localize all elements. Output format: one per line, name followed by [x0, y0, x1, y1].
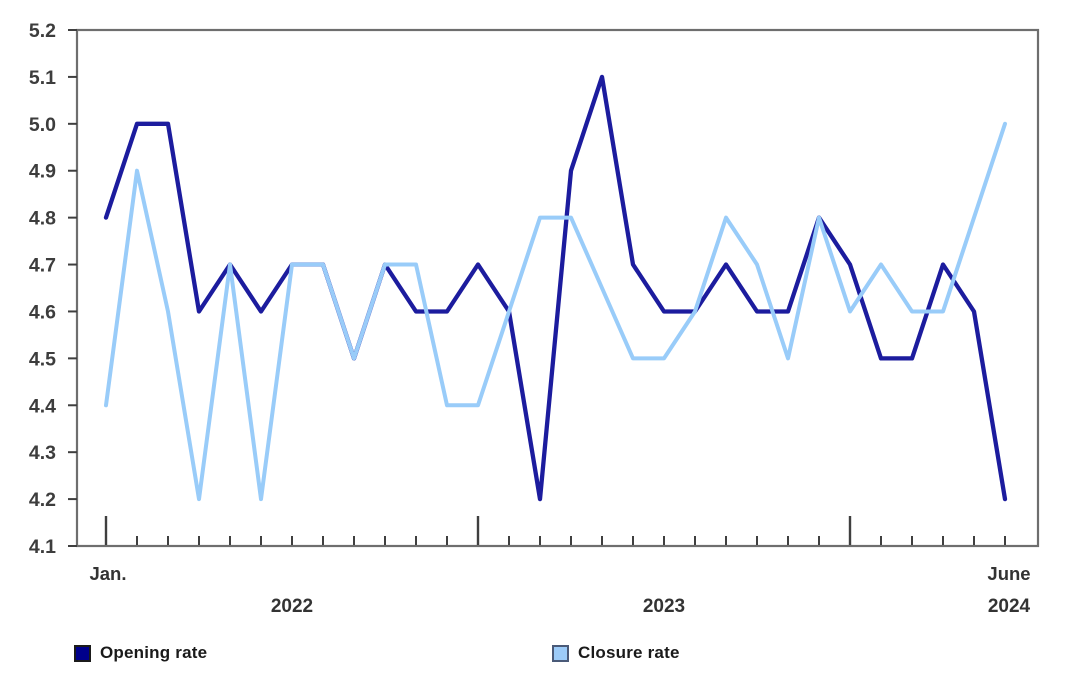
closure-rate-swatch — [552, 644, 569, 662]
y-axis-label: 5.1 — [29, 67, 56, 89]
y-axis-label: 5.0 — [29, 114, 56, 136]
x-axis-end-label-year: 2024 — [988, 596, 1031, 617]
y-axis-label: 4.3 — [29, 442, 56, 464]
x-axis: Jan. 2022 2023 June 2024 — [89, 516, 1031, 617]
y-axis-label: 4.9 — [29, 161, 56, 183]
opening-rate-label: Opening rate — [100, 643, 208, 662]
x-axis-year-label: 2022 — [271, 596, 313, 617]
closure-rate-label: Closure rate — [578, 643, 680, 662]
y-axis-label: 5.2 — [29, 20, 56, 42]
y-axis-label: 4.5 — [29, 348, 56, 370]
x-axis-year-label: 2023 — [643, 596, 685, 617]
x-axis-start-label: Jan. — [89, 563, 126, 584]
y-axis-label: 4.7 — [29, 255, 56, 277]
y-axis-label: 4.1 — [29, 536, 56, 558]
y-axis-label: 4.2 — [29, 489, 56, 511]
y-axis-label: 4.4 — [29, 395, 56, 417]
y-axis-label: 4.8 — [29, 208, 56, 230]
opening-rate-swatch — [74, 644, 91, 662]
series-line-closure-rate — [104, 121, 1007, 502]
series-line-opening-rate — [103, 74, 1008, 502]
legend-item-closure-rate: Closure rate — [552, 643, 680, 663]
x-axis-end-label-month: June — [987, 563, 1030, 584]
y-axis-label: 4.6 — [29, 301, 56, 323]
y-axis: 5.2 5.1 5.0 4.9 4.8 4.7 4.6 4.5 4.4 4.3 4.2 4.1 — [29, 20, 77, 558]
plot-border — [75, 28, 1040, 548]
legend-item-opening-rate: Opening rate — [74, 643, 207, 663]
